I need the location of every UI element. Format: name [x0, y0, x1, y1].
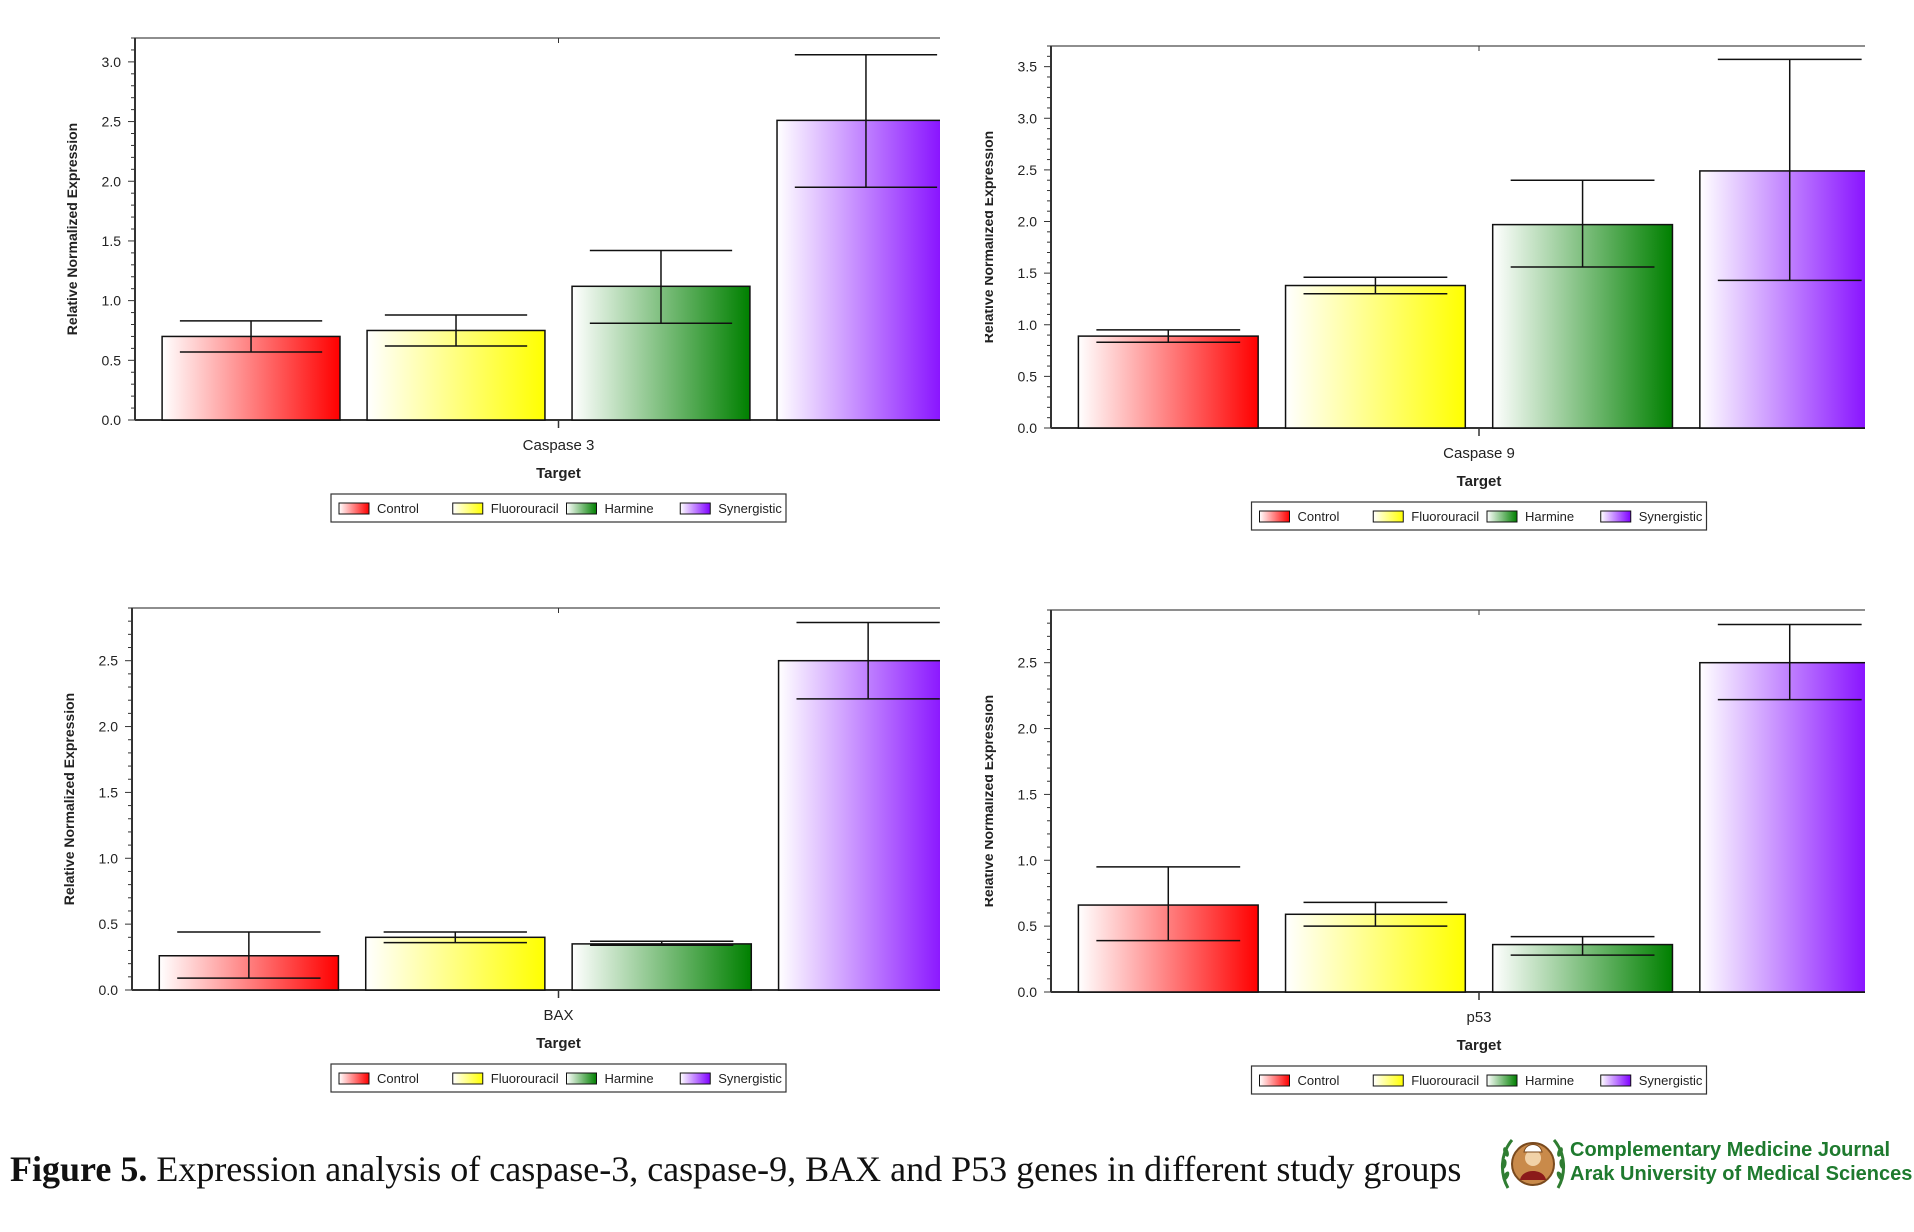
y-tick-label: 0.5 [99, 916, 119, 932]
x-axis-title: Target [1457, 1037, 1502, 1054]
y-tick-label: 2.0 [99, 719, 119, 735]
legend: Control Fluorouracil Harmine Synergistic [1250, 1065, 1708, 1095]
legend: Control Fluorouracil Harmine Synergistic [330, 493, 787, 523]
x-axis-title: Target [1457, 473, 1502, 490]
journal-emblem-icon [1501, 1139, 1565, 1189]
y-tick-label: 3.0 [102, 54, 122, 70]
legend-label: Control [377, 1071, 419, 1086]
legend-label: Synergistic [1639, 509, 1703, 524]
legend-label: Synergistic [718, 1071, 782, 1086]
y-tick-label: 1.0 [1018, 317, 1038, 333]
legend-label: Harmine [605, 501, 654, 516]
legend-label: Fluorouracil [491, 1071, 559, 1086]
legend-swatch-harmine [566, 502, 597, 515]
figure-caption: Figure 5. Expression analysis of caspase… [10, 1148, 1480, 1190]
legend-label: Synergistic [718, 501, 782, 516]
legend-label: Control [1298, 509, 1340, 524]
y-tick-label: 0.0 [1018, 984, 1038, 1000]
legend-label: Synergistic [1639, 1073, 1703, 1088]
journal-logo: Complementary Medicine Journal Arak Univ… [1498, 1128, 1912, 1208]
y-tick-label: 1.0 [1018, 852, 1038, 868]
legend-label: Harmine [1525, 509, 1574, 524]
legend-swatch-fluorouracil [1372, 510, 1404, 523]
y-tick-label: 1.0 [99, 850, 119, 866]
y-tick-label: 1.5 [1018, 265, 1038, 281]
legend-swatch-synergistic [1600, 1074, 1632, 1087]
legend-swatch-harmine [566, 1072, 597, 1085]
y-tick-label: 3.5 [1018, 59, 1038, 75]
bar-fluorouracil [364, 936, 546, 991]
legend-swatch-fluorouracil [1372, 1074, 1404, 1087]
legend-swatch-control [338, 1072, 370, 1085]
y-tick-label: 2.0 [102, 173, 122, 189]
y-tick-label: 2.5 [1018, 655, 1038, 671]
legend-swatch-harmine [1486, 1074, 1518, 1087]
bar-synergistic [776, 119, 940, 421]
y-tick-label: 0.5 [1018, 368, 1038, 384]
y-tick-label: 1.0 [102, 293, 122, 309]
legend-label: Fluorouracil [1411, 1073, 1479, 1088]
x-category-label: BAX [543, 1007, 573, 1024]
legend-swatch-synergistic [679, 1072, 711, 1085]
y-tick-label: 2.0 [1018, 721, 1038, 737]
journal-name: Complementary Medicine Journal [1570, 1139, 1891, 1161]
legend-label: Harmine [605, 1071, 654, 1086]
y-tick-label: 2.5 [99, 653, 119, 669]
y-axis-title: Relative Normalized Expression [985, 131, 996, 343]
legend-label: Control [1298, 1073, 1340, 1088]
y-axis-title: Relative Normalized Expression [61, 693, 77, 905]
bar-synergistic [1699, 661, 1865, 993]
legend-swatch-control [338, 502, 370, 515]
x-axis-title: Target [536, 1035, 581, 1052]
legend: Control Fluorouracil Harmine Synergistic [330, 1063, 787, 1093]
x-axis-title: Target [536, 465, 581, 482]
figure-text: Expression analysis of caspase-3, caspas… [147, 1149, 1462, 1189]
legend-swatch-control [1259, 510, 1290, 523]
y-tick-label: 2.5 [102, 114, 122, 130]
bar-synergistic [777, 659, 940, 991]
legend-swatch-synergistic [1600, 510, 1632, 523]
legend-label: Control [377, 501, 419, 516]
bar-synergistic [1699, 170, 1865, 429]
chart-caspase9: 0.0 0.5 1.0 1.5 2.0 2.5 3.0 3.5 Relative Normali… [985, 45, 1865, 531]
y-tick-label: 2.0 [1018, 214, 1038, 230]
y-axis-title: Relative Normalized Expression [985, 695, 996, 907]
y-axis-title: Relative Normalized Expression [64, 123, 80, 335]
y-tick-label: 0.5 [102, 352, 122, 368]
bar-harmine [571, 943, 753, 991]
chart-p53: 0.0 0.5 1.0 1.5 2.0 2.5 Relative Normalized Ex… [985, 609, 1865, 1095]
bar-fluorouracil [1284, 284, 1467, 429]
legend-swatch-harmine [1486, 510, 1518, 523]
chart-caspase3: 0.0 0.5 1.0 1.5 2.0 2.5 3.0 Relative Normalized… [64, 37, 940, 523]
y-tick-label: 0.5 [1018, 918, 1038, 934]
legend-swatch-fluorouracil [452, 1072, 484, 1085]
legend-label: Fluorouracil [491, 501, 559, 516]
y-tick-label: 1.5 [1018, 786, 1038, 802]
chart-bax: 0.0 0.5 1.0 1.5 2.0 2.5 Relative Normalized Ex… [61, 607, 940, 1093]
legend-swatch-control [1259, 1074, 1290, 1087]
figure-label: Figure 5. [10, 1149, 148, 1189]
journal-university: Arak University of Medical Sciences [1570, 1163, 1913, 1185]
legend-label: Harmine [1525, 1073, 1574, 1088]
y-tick-label: 1.5 [102, 233, 122, 249]
legend-swatch-fluorouracil [452, 502, 484, 515]
legend-label: Fluorouracil [1411, 509, 1479, 524]
x-category-label: p53 [1466, 1009, 1491, 1026]
y-tick-label: 3.0 [1018, 110, 1038, 126]
legend: Control Fluorouracil Harmine Synergistic [1250, 501, 1708, 531]
x-category-label: Caspase 3 [523, 437, 595, 454]
legend-swatch-synergistic [679, 502, 711, 515]
bar-fluorouracil [1284, 913, 1467, 993]
y-tick-label: 0.0 [1018, 420, 1038, 436]
bar-control [1077, 335, 1259, 429]
y-tick-label: 0.0 [102, 412, 122, 428]
y-tick-label: 2.5 [1018, 162, 1038, 178]
y-tick-label: 1.5 [99, 784, 119, 800]
y-tick-label: 0.0 [99, 982, 119, 998]
x-category-label: Caspase 9 [1443, 445, 1515, 462]
